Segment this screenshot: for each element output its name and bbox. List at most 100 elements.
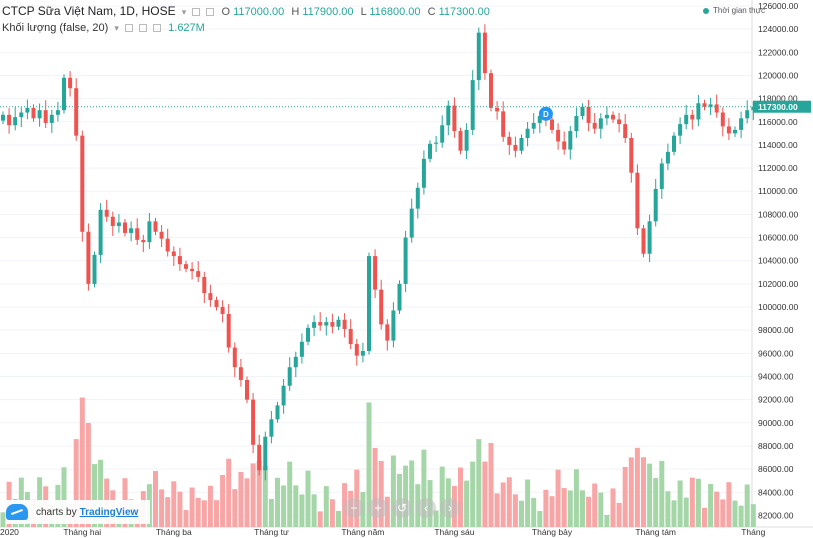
scroll-left-icon[interactable]: ‹ (416, 498, 436, 518)
volume-close-icon[interactable] (153, 24, 162, 33)
volume-bar (61, 467, 67, 527)
candle-body (489, 73, 493, 108)
candle-body (293, 356, 298, 368)
candle-body (190, 268, 195, 272)
y-tick-label: 82000.00 (758, 510, 794, 520)
candle-body (7, 114, 12, 126)
candle-body (342, 319, 347, 330)
volume-bar (85, 423, 91, 527)
x-tick-label: Tháng năm (341, 527, 384, 537)
volume-bar (171, 481, 177, 527)
candle-body (238, 367, 243, 380)
candle-body (208, 293, 213, 301)
volume-bar (720, 499, 726, 527)
realtime-dot-icon (703, 7, 710, 14)
volume-bar (98, 459, 104, 527)
candle-body (86, 231, 91, 284)
candle-body (403, 237, 408, 284)
volume-bar (641, 457, 646, 527)
candle-body (733, 129, 737, 134)
candle-body (464, 129, 469, 151)
y-tick-label: 106000.00 (758, 233, 798, 243)
volume-bar (256, 460, 262, 527)
low-value: 116800.00 (369, 6, 421, 18)
candle-body (68, 77, 73, 89)
candle-body (415, 187, 420, 209)
volume-bar (567, 490, 573, 527)
y-tick-label: 122000.00 (758, 47, 798, 57)
reset-icon[interactable]: ↺ (392, 498, 412, 518)
volume-bar (366, 402, 372, 527)
scroll-right-icon[interactable]: › (440, 498, 460, 518)
volume-bar (659, 460, 665, 527)
candle-body (135, 228, 140, 240)
volume-bar (482, 461, 488, 527)
zoom-out-icon[interactable]: − (344, 498, 364, 518)
y-tick-label: 84000.00 (758, 487, 794, 497)
candle-body (330, 322, 335, 327)
candle-body (586, 106, 591, 123)
volume-bar (531, 497, 537, 527)
dividend-marker-label: D (543, 110, 549, 119)
volume-chevron-down-icon[interactable]: ▾ (114, 23, 119, 33)
volume-value: 1.627M (168, 22, 205, 34)
volume-bar (622, 467, 628, 527)
candle-body (31, 107, 36, 119)
volume-bar (183, 510, 189, 527)
candle-body (110, 216, 115, 226)
y-tick-label: 92000.00 (758, 395, 794, 405)
candle-body (421, 158, 426, 188)
volume-bar (390, 455, 396, 527)
candle-body (434, 142, 439, 144)
settings-icon[interactable] (192, 8, 201, 17)
volume-bar (537, 511, 543, 527)
volume-bar (73, 439, 79, 527)
open-value: 117000.00 (233, 6, 285, 18)
zoom-in-icon[interactable]: + (368, 498, 388, 518)
volume-bar (628, 457, 634, 527)
hide-icon[interactable] (206, 8, 215, 17)
candle-body (568, 131, 573, 150)
candle-body (324, 322, 329, 326)
branding-link[interactable]: TradingView (79, 506, 139, 518)
candle-body (604, 114, 609, 119)
volume-hide-icon[interactable] (139, 24, 148, 33)
volume-bar (580, 490, 585, 527)
cloud-logo-icon (6, 504, 28, 520)
candle-body (299, 341, 304, 357)
candle-body (617, 119, 622, 125)
x-tick-label: 2020 (0, 527, 19, 537)
volume-bar (750, 504, 756, 527)
candle-body (397, 283, 402, 311)
volume-bar (153, 471, 158, 527)
volume-bar (555, 469, 561, 527)
volume-bar (329, 499, 335, 527)
candle-body (318, 322, 323, 326)
volume-bar (305, 470, 311, 527)
candle-body (147, 221, 152, 243)
tradingview-branding[interactable]: charts by TradingView (6, 500, 150, 524)
volume-bar (494, 493, 500, 527)
volume-settings-icon[interactable] (124, 24, 133, 33)
volume-bar (610, 488, 616, 527)
candle-body (74, 88, 79, 136)
candle-body (257, 444, 262, 471)
candle-body (379, 289, 384, 325)
volume-bar (738, 505, 744, 527)
candle-body (531, 122, 536, 129)
volume-bar (336, 511, 341, 527)
candle-body (525, 128, 530, 138)
volume-bar (238, 471, 244, 527)
candle-body (348, 329, 353, 345)
y-tick-label: 116000.00 (758, 117, 798, 127)
volume-bar (0, 512, 6, 527)
candle-body (165, 238, 170, 252)
chevron-down-icon[interactable]: ▾ (181, 7, 187, 17)
volume-bar (244, 478, 250, 527)
low-label: L (360, 6, 367, 18)
candle-body (635, 172, 640, 229)
candle-body (245, 379, 249, 400)
candle-body (641, 228, 646, 254)
candle-body (659, 163, 664, 189)
